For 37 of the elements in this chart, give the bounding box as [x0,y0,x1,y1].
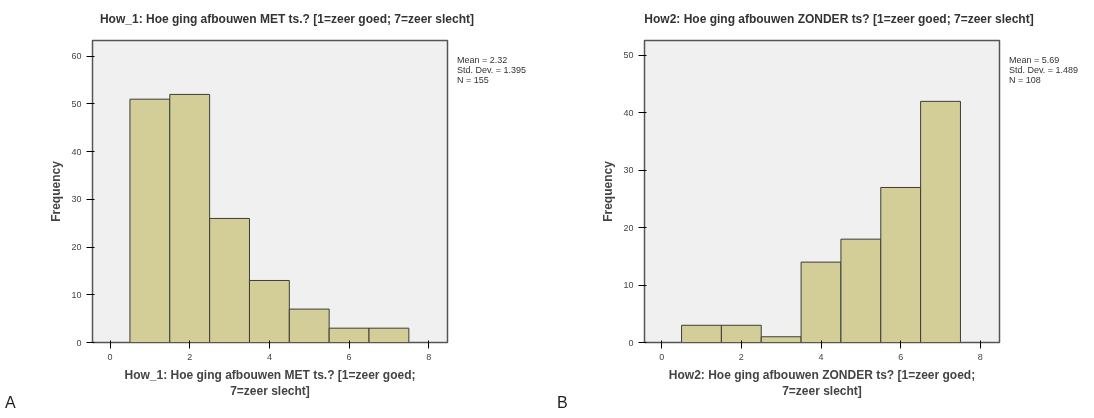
text: Std. Dev. = 1.395 [457,65,527,75]
text: N = 108 [1009,75,1042,85]
y-axis-title: Frequency [49,160,64,222]
text: Mean = 2.32 [457,55,509,65]
y-tick-label: 50 [71,98,82,109]
x-tick-label: 2 [738,351,744,362]
text: Mean = 5.69 [1009,55,1061,65]
text: A [5,393,16,414]
y-tick-label: 0 [76,337,82,348]
x-tick-label: 4 [266,351,272,362]
chart-title: How_1: Hoe ging afbouwen MET ts.? [1=zeer goed; 7=zeer slecht] [99,11,475,28]
y-tick-label: 30 [71,194,82,205]
text: B [557,393,568,414]
x-tick-label: 0 [107,351,113,362]
x-tick-label: 8 [977,351,983,362]
y-tick-label: 50 [623,50,634,61]
x-tick-label: 4 [818,351,824,362]
x-tick-label: 2 [187,351,193,362]
y-axis-title: Frequency [601,160,616,222]
x-tick-label: 6 [346,351,352,362]
x-axis-title: How2: Hoe ging afbouwen ZONDER ts? [1=zeer goed; 7=zeer slecht] [668,367,976,399]
x-tick-label: 8 [426,351,432,362]
y-tick-label: 60 [71,51,82,62]
y-tick-label: 40 [71,146,82,157]
y-tick-label: 40 [623,107,634,118]
y-tick-label: 10 [623,280,634,291]
text: N = 155 [457,75,490,85]
x-tick-label: 6 [898,351,904,362]
chart-title: How2: Hoe ging afbouwen ZONDER ts? [1=zeer goed; 7=zeer slecht] [644,11,1034,28]
x-axis-title: How_1: Hoe ging afbouwen MET ts.? [1=zeer goed; 7=zeer slecht] [124,367,416,399]
y-tick-label: 0 [628,337,634,348]
x-tick-label: 0 [659,351,665,362]
text: Std. Dev. = 1.489 [1009,65,1079,75]
y-tick-label: 20 [71,242,82,253]
y-tick-label: 20 [623,222,634,233]
y-tick-label: 10 [71,289,82,300]
y-tick-label: 30 [623,165,634,176]
